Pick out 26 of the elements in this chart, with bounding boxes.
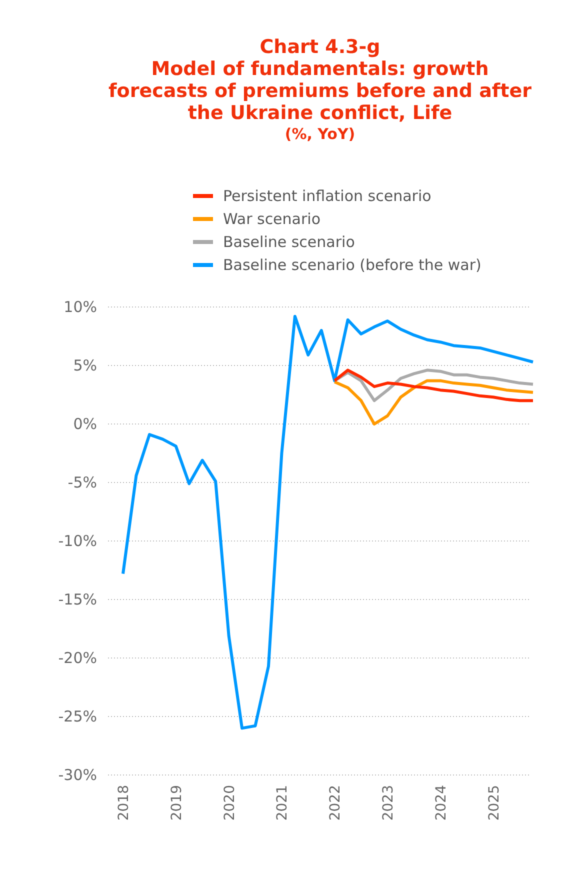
y-tick-label: 10% bbox=[64, 298, 97, 316]
x-tick-label: 2023 bbox=[380, 785, 397, 821]
line-series bbox=[122, 314, 534, 730]
x-tick-label: 2021 bbox=[274, 785, 291, 821]
y-tick-label: -15% bbox=[58, 590, 97, 608]
x-tick-label: 2022 bbox=[328, 785, 344, 821]
x-tick-label: 2024 bbox=[433, 784, 450, 821]
chart-title: Chart 4.3-g Model of fundamentals: growth forecasts of premiums before and after the Ukraine conflict, Life bbox=[108, 36, 532, 124]
x-tick-label: 2020 bbox=[222, 785, 238, 821]
line-series bbox=[333, 368, 534, 402]
chart-subtitle: (%, YoY) bbox=[284, 125, 356, 143]
line-series bbox=[333, 379, 534, 426]
y-tick-label: -5% bbox=[68, 474, 97, 492]
x-tick-label: 2019 bbox=[168, 785, 185, 821]
y-tick-label: -25% bbox=[58, 708, 97, 726]
legend-label: Baseline scenario bbox=[223, 233, 355, 251]
y-tick-label: -30% bbox=[58, 766, 97, 784]
y-tick-label: -20% bbox=[58, 649, 97, 667]
legend-label: Persistent inflation scenario bbox=[223, 187, 432, 205]
x-tick-label: 2018 bbox=[116, 785, 132, 821]
y-tick-label: -10% bbox=[58, 532, 97, 550]
y-tick-label: 0% bbox=[73, 415, 97, 433]
y-tick-label: 5% bbox=[73, 356, 97, 374]
x-tick-label: 2025 bbox=[486, 785, 502, 821]
legend-label: Baseline scenario (before the war) bbox=[223, 256, 482, 274]
legend-label: War scenario bbox=[223, 210, 320, 228]
